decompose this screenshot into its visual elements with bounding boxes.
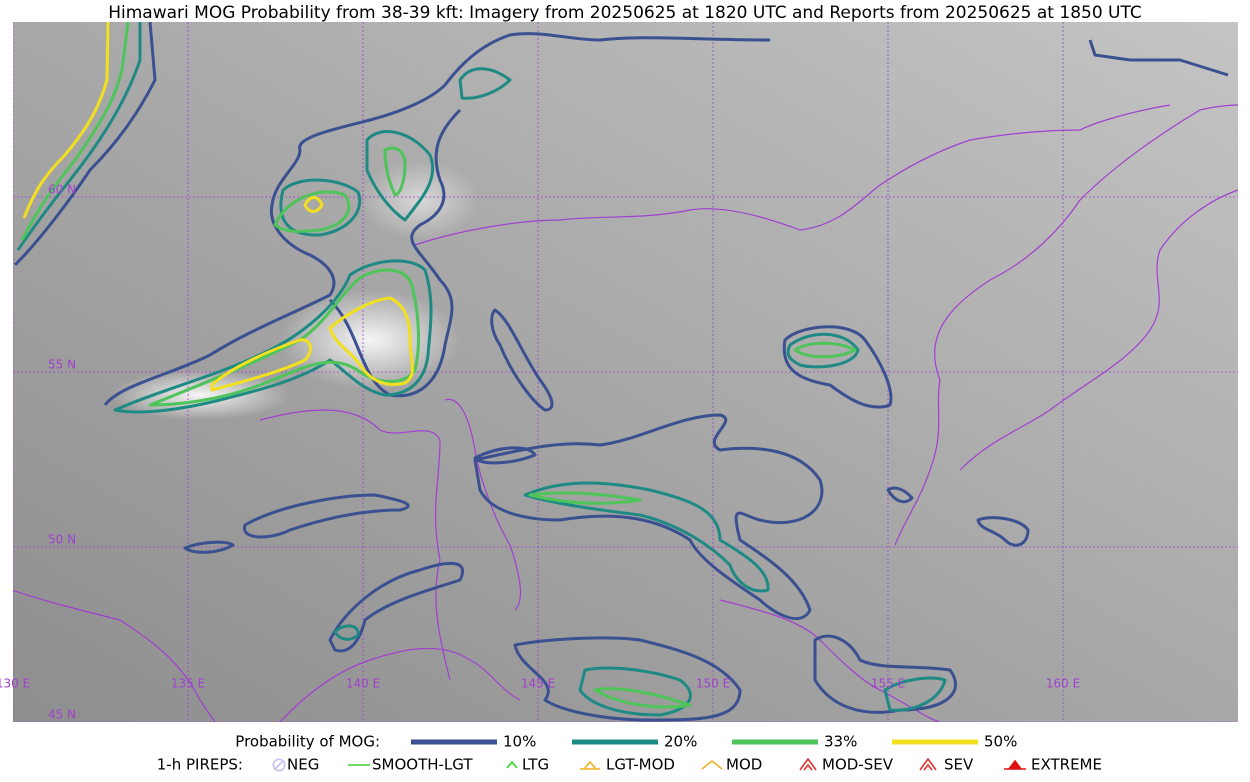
contour [183, 540, 235, 554]
contour [243, 493, 410, 539]
lon-label: 155 E [871, 677, 905, 691]
legend-label: EXTREME [1031, 756, 1102, 774]
legend-label: MOD-SEV [822, 756, 894, 774]
contour [593, 687, 692, 709]
contour [490, 308, 554, 412]
contour [103, 32, 771, 406]
contour [473, 413, 824, 621]
contour [13, 22, 157, 267]
contour [383, 146, 407, 197]
lon-label: 130 E [0, 677, 30, 691]
contour [16, 22, 142, 251]
contour [1088, 39, 1229, 77]
contour [473, 446, 537, 465]
contour [782, 325, 893, 409]
contour [20, 22, 130, 241]
legend-label: SEV [944, 756, 974, 774]
lon-label: 145 E [521, 677, 555, 691]
legend-label: 10% [503, 733, 536, 751]
contour [328, 561, 464, 653]
contour [976, 516, 1030, 547]
contour [786, 332, 860, 369]
contour [210, 338, 312, 392]
contour [328, 108, 462, 398]
coastlines [13, 104, 1238, 722]
contour [528, 491, 642, 505]
legend-title: 1-h PIREPS: [157, 756, 243, 774]
contour [458, 67, 512, 100]
lat-label: 55 N [48, 358, 76, 372]
contour [365, 130, 435, 222]
contour [113, 259, 433, 414]
contour [886, 486, 914, 504]
legend-label: NEG [287, 756, 319, 774]
contours [13, 22, 1229, 722]
title: Himawari MOG Probability from 38-39 kft:… [108, 3, 1142, 23]
contour [273, 190, 351, 233]
legend-label: MOD [726, 756, 762, 774]
contour [793, 341, 857, 359]
contour [328, 296, 414, 386]
contour [333, 624, 360, 641]
legend-label: 33% [824, 733, 857, 751]
legend-label: 20% [664, 733, 697, 751]
legend-label: SMOOTH-LGT [372, 756, 473, 774]
lat-label: 60 N [48, 183, 76, 197]
contour [303, 196, 324, 213]
legend: 10% 20% 33% 50% NEG SMOOTH-LGT LTG LGT-MOD MOD MO… [272, 733, 1102, 774]
lat-label: 50 N [48, 533, 76, 547]
pirep-icon [1004, 759, 1026, 770]
pirep-icon [506, 760, 518, 769]
map [13, 22, 1238, 722]
pirep-icon [272, 758, 286, 772]
pirep-icon [701, 759, 723, 770]
contour [513, 636, 742, 722]
lat-label: 45 N [48, 708, 76, 722]
pirep-icon [580, 760, 600, 770]
legend-label: LTG [522, 756, 549, 774]
lon-label: 135 E [171, 677, 205, 691]
contour [523, 481, 770, 593]
pirep-icon [799, 757, 817, 771]
axis-labels: 130 E 135 E 140 E 145 E 150 E 155 E 160 E 45 N 5… [0, 183, 1080, 722]
legend-label: LGT-MOD [606, 756, 675, 774]
lon-label: 160 E [1046, 677, 1080, 691]
legend-title: Probability of MOG: [235, 733, 380, 751]
lon-label: 150 E [696, 677, 730, 691]
contour [22, 22, 110, 219]
contour [813, 634, 957, 714]
legend-label: 50% [984, 733, 1017, 751]
contour [279, 178, 362, 237]
contour [883, 676, 947, 712]
lon-label: 140 E [346, 677, 380, 691]
pirep-icon [919, 757, 937, 771]
